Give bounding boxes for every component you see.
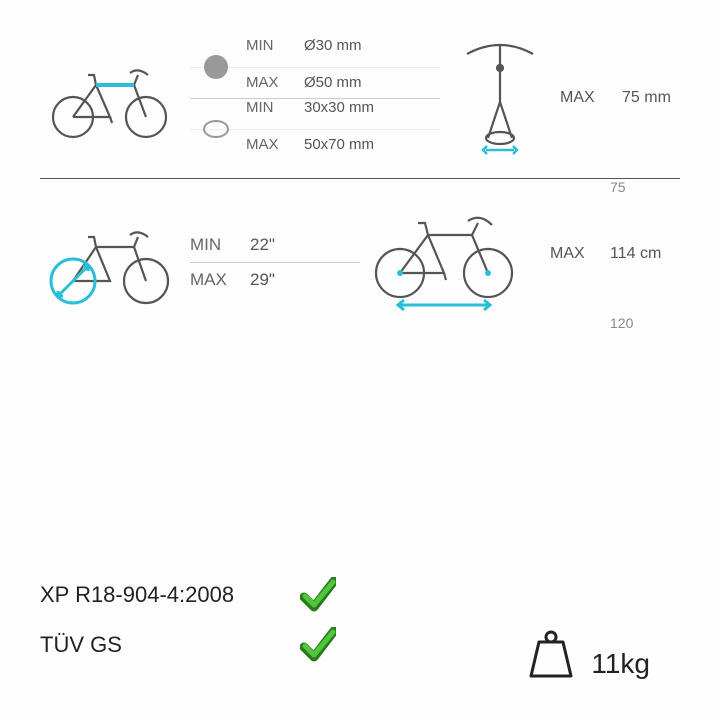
check-icon bbox=[300, 577, 336, 613]
round-max-val: Ø50 mm bbox=[304, 74, 436, 91]
weight-value: 11kg bbox=[591, 648, 650, 680]
max-label: MAX bbox=[190, 270, 250, 290]
tube-dim-table: MIN Ø30 mm MAX Ø50 mm MIN 30x30 mm bbox=[190, 37, 440, 160]
cert-2-text: TÜV GS bbox=[40, 632, 300, 658]
ellipse-icon bbox=[202, 115, 230, 143]
round-min-val: Ø30 mm bbox=[304, 37, 436, 54]
mark-75: 75 bbox=[610, 179, 650, 195]
cert-row-1: XP R18-904-4:2008 bbox=[40, 570, 680, 620]
wheelbase-values: 75 MAX 114 cm 120 bbox=[540, 197, 710, 327]
check-icon bbox=[300, 627, 336, 663]
bike-front-icon bbox=[440, 38, 560, 158]
oval-min-val: 30x30 mm bbox=[304, 99, 436, 116]
oval-max-val: 50x70 mm bbox=[304, 136, 436, 153]
bottom-section: XP R18-904-4:2008 TÜV GS 11kg bbox=[40, 570, 680, 690]
wheel-size-table: MIN 22" MAX 29" bbox=[190, 228, 360, 297]
min-label: MIN bbox=[246, 37, 296, 54]
weight-spec: 11kg bbox=[525, 628, 650, 680]
handlebar-val: 75 mm bbox=[622, 89, 702, 107]
wheelbase-val: 114 cm bbox=[610, 245, 690, 263]
mark-120: 120 bbox=[610, 315, 650, 331]
wheel-min-val: 22" bbox=[250, 235, 310, 255]
wheel-size-icon bbox=[40, 215, 190, 310]
weight-icon bbox=[525, 628, 577, 680]
max-label: MAX bbox=[246, 136, 296, 153]
row-wheel-wheelbase: MIN 22" MAX 29" bbox=[40, 197, 680, 327]
bike-frame-highlight-icon bbox=[40, 53, 190, 143]
spec-infographic: MIN Ø30 mm MAX Ø50 mm MIN 30x30 mm bbox=[0, 0, 720, 720]
min-label: MIN bbox=[246, 99, 296, 116]
circle-icon bbox=[202, 53, 230, 81]
row-tube-diameter: MIN Ø30 mm MAX Ø50 mm MIN 30x30 mm bbox=[40, 28, 680, 168]
wheelbase-icon bbox=[360, 207, 540, 317]
handlebar-width-value: MAX 75 mm bbox=[560, 89, 710, 107]
cert-1-text: XP R18-904-4:2008 bbox=[40, 582, 300, 608]
max-label: MAX bbox=[246, 74, 296, 91]
min-label: MIN bbox=[190, 235, 250, 255]
max-label: MAX bbox=[550, 245, 610, 263]
max-label: MAX bbox=[560, 89, 610, 107]
wheel-max-val: 29" bbox=[250, 270, 310, 290]
